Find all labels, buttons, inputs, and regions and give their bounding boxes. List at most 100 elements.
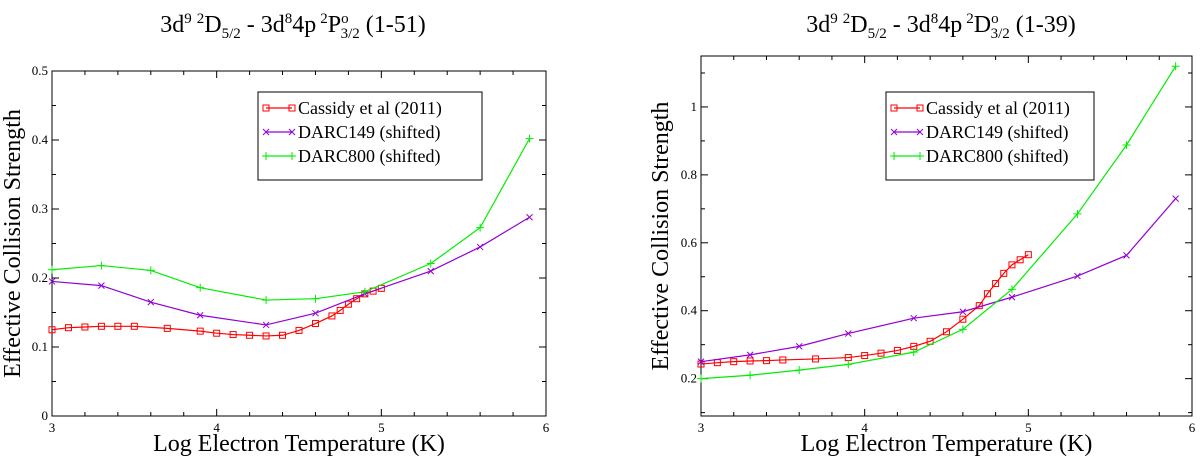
chart1-data-point <box>130 322 138 330</box>
chart2-data-point <box>812 355 820 363</box>
chart2-data-point <box>893 346 901 354</box>
chart1-data-point <box>81 323 89 331</box>
chart2-marker-square <box>730 358 738 366</box>
chart2-marker-square <box>1024 251 1032 259</box>
chart1-marker-square <box>328 312 336 320</box>
chart2-marker-square <box>861 352 869 360</box>
chart2-legend-item: Cassidy et al (2011) <box>890 98 1070 119</box>
chart1-data-point <box>526 213 533 221</box>
chart1-marker-x <box>427 267 435 275</box>
chart1-marker-square <box>344 300 352 308</box>
chart2-data-point <box>959 315 967 323</box>
chart1-marker-square <box>213 329 221 337</box>
chart2-data-point <box>762 357 770 365</box>
chart2-data-point <box>1123 252 1130 259</box>
chart1-marker-square <box>229 331 237 339</box>
chart1-data-point <box>163 324 171 332</box>
chart2-title-sup: 9 <box>830 11 838 27</box>
chart1-data-point <box>312 309 319 317</box>
chart1-marker-plus <box>262 296 271 305</box>
chart2-data-point <box>909 348 918 357</box>
chart2-marker-square <box>893 346 901 354</box>
chart1-series-line <box>51 216 530 326</box>
chart2-marker-square <box>1008 261 1016 269</box>
chart2-data-point <box>795 366 804 375</box>
chart2-series-line <box>700 254 1029 365</box>
chart2-marker-x <box>697 358 705 366</box>
chart2-title-letter: D <box>974 12 991 38</box>
chart2-marker-x <box>1123 252 1130 259</box>
chart2-marker-square <box>877 349 885 357</box>
chart1-data-point <box>476 223 485 232</box>
chart2-data-point <box>1122 140 1131 149</box>
chart2-data-point <box>844 360 853 369</box>
chart1-marker-square <box>114 322 122 330</box>
chart1-y-tick-label: 0.2 <box>32 270 48 285</box>
chart1-data-point <box>311 320 319 328</box>
chart1-title-config: 4p <box>292 12 316 38</box>
chart1-title-sup: 9 <box>184 11 192 27</box>
chart1-series-3 <box>48 134 534 305</box>
chart1-data-point <box>360 287 369 296</box>
chart1-title-sup: 8 <box>285 11 293 27</box>
chart2-data-point <box>1000 269 1008 277</box>
chart2-marker-square <box>1000 269 1008 277</box>
chart2-marker-square <box>1016 256 1024 264</box>
chart1-x-axis-label: Log Electron Temperature (K) <box>153 431 445 457</box>
chart1-title-sup: 2 <box>320 11 328 27</box>
chart1-marker-square <box>262 332 270 340</box>
chart1-marker-square <box>288 104 296 112</box>
chart1-data-point <box>114 322 122 330</box>
chart2-marker-x <box>1074 272 1081 280</box>
chart1-x-tick-label: 3 <box>49 420 56 435</box>
chart1-marker-x <box>288 128 296 136</box>
chart2-series-1 <box>697 251 1032 368</box>
chart2-x-tick-label: 6 <box>1189 420 1196 435</box>
chart2-marker-square <box>762 357 770 365</box>
chart1-data-point <box>229 331 237 339</box>
chart2-x-tick-label: 5 <box>1025 420 1032 435</box>
chart1-y-axis-label: Effective Collision Strength <box>0 109 26 378</box>
chart1-marker-square <box>311 320 319 328</box>
chart1-series-2 <box>48 213 533 329</box>
chart2-marker-plus <box>1007 285 1016 294</box>
chart1-data-point <box>146 266 155 275</box>
chart1-marker-x <box>48 278 56 285</box>
chart2-data-point <box>943 328 950 336</box>
chart2-data-point <box>959 308 967 316</box>
chart2-series-line <box>700 198 1177 363</box>
chart1-marker-plus <box>146 266 155 275</box>
chart1-y-tick-label: 0.3 <box>32 201 48 216</box>
chart2-series-2 <box>697 195 1179 366</box>
chart1-data-point <box>328 312 336 320</box>
chart2-x-tick-label: 4 <box>861 420 868 435</box>
chart1-marker-square <box>246 331 254 339</box>
chart1-series-line <box>51 287 382 337</box>
chart1-data-point <box>48 326 56 334</box>
chart1-x-tick-label: 5 <box>378 420 385 435</box>
chart2-x-tick-label: 3 <box>698 420 705 435</box>
chart2-data-point <box>992 280 1000 288</box>
chart2-data-point <box>730 358 738 366</box>
chart1-data-point <box>336 306 344 314</box>
chart2-marker-x <box>844 330 852 337</box>
chart1-title-separator: - <box>241 12 261 38</box>
chart1-data-point <box>344 300 352 308</box>
chart2-marker-plus <box>1122 140 1131 149</box>
chart2-data-point <box>1024 251 1032 259</box>
chart2-marker-square <box>983 290 991 298</box>
chart1-marker-x <box>262 128 270 136</box>
chart1-marker-plus <box>476 223 485 232</box>
chart2-marker-square <box>992 280 1000 288</box>
chart2-series-3 <box>697 62 1180 383</box>
chart1-marker-plus <box>360 287 369 296</box>
chart2-legend: Cassidy et al (2011) DARC149 (shifted) DAR… <box>885 91 1095 181</box>
chart2-title-suffix: (1-39) <box>1010 12 1076 38</box>
chart2-data-point <box>1016 256 1024 264</box>
chart1-data-point <box>196 327 204 335</box>
chart2-marker-plus <box>1073 209 1082 218</box>
chart2-title-prefix: 3d <box>806 12 830 38</box>
chart2-marker-square <box>943 328 950 336</box>
chart2-marker-plus <box>909 348 918 357</box>
chart2-marker-x <box>746 351 754 359</box>
